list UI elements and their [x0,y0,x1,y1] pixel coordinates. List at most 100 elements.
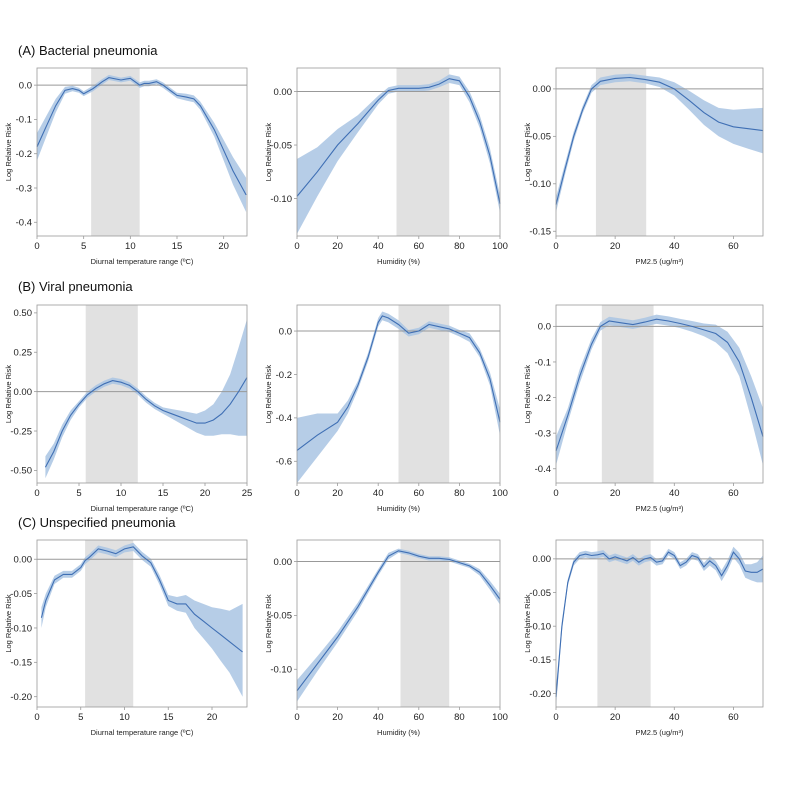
y-tick-label: -0.2 [535,393,551,404]
x-axis-label: Humidity (%) [377,257,420,266]
shaded-region [85,540,134,707]
panels: 0 5 10 15 20 0.0 -0.1 -0.2 -0.3 -0.4 Diurnal tempe… [4,67,764,737]
x-axis-label: Humidity (%) [377,504,420,513]
x-tick-label: 80 [454,241,465,252]
x-tick-label: 20 [610,712,621,723]
y-tick-label: -0.10 [270,194,292,205]
panel-8: 0 20 40 60 80 100 0.00 -0.05 -0.10 Humidity (%) Lo… [264,539,508,737]
y-tick-label: -0.2 [16,149,32,160]
y-tick-label: -0.15 [10,658,32,669]
x-tick-label: 60 [728,241,739,252]
x-axis-label: Diurnal temperature range (ºC) [91,728,194,737]
x-axis-label: PM2.5 (ug/m³) [636,728,684,737]
row-title-a: (A) Bacterial pneumonia [18,43,158,58]
estimate-line [36,77,247,196]
x-tick-label: 15 [158,488,169,499]
x-tick-label: 100 [492,241,508,252]
x-tick-label: 0 [34,712,39,723]
y-tick-label: -0.6 [276,457,292,468]
estimate-line [555,551,764,697]
x-tick-label: 10 [116,488,127,499]
y-axis-label: Log Relative Risk [523,365,532,424]
plot-frame [296,539,501,708]
shaded-region [601,305,654,483]
x-tick-label: 20 [610,241,621,252]
y-tick-label: -0.05 [270,611,292,622]
x-tick-label: 80 [454,488,465,499]
y-tick-label: -0.05 [529,132,551,143]
panel-1: 0 5 10 15 20 0.0 -0.1 -0.2 -0.3 -0.4 Diurnal tempe… [4,67,248,266]
panel-2: 0 20 40 60 80 100 0.00 -0.05 -0.10 Humidity (%) Lo… [264,67,508,266]
plot-frame [36,539,248,708]
y-tick-label: -0.1 [16,115,32,126]
x-tick-label: 40 [669,241,680,252]
y-tick-label: -0.20 [529,689,551,700]
x-tick-label: 0 [553,712,558,723]
panel-3: 0 20 40 60 0.00 -0.05 -0.10 -0.15 PM2.5 (ug/m³) L… [523,67,764,266]
x-tick-label: 0 [294,241,299,252]
estimate-line [40,546,243,653]
x-tick-label: 0 [294,488,299,499]
estimate-line [296,315,501,451]
confidence-band [37,74,247,213]
x-tick-label: 40 [669,488,680,499]
x-tick-label: 60 [728,488,739,499]
panel-5: 0 20 40 60 80 100 0.0 -0.2 -0.4 -0.6 Humidity (%) L… [264,304,508,513]
y-tick-label: 0.0 [279,326,292,337]
shaded-region [595,68,647,236]
shaded-region [91,68,140,236]
x-tick-label: 5 [81,241,86,252]
panel-6: 0 20 40 60 0.0 -0.1 -0.2 -0.3 -0.4 PM2.5 (ug/m³) L… [523,304,764,513]
y-tick-label: 0.50 [14,308,33,319]
confidence-band [297,74,500,234]
y-tick-label: -0.50 [10,466,32,477]
x-tick-label: 0 [553,241,558,252]
shaded-region [85,305,138,483]
x-axis-label: PM2.5 (ug/m³) [636,504,684,513]
estimate-line [555,76,764,205]
x-axis-label: PM2.5 (ug/m³) [636,257,684,266]
x-tick-label: 0 [34,488,39,499]
y-tick-label: -0.4 [276,413,292,424]
x-axis-label: Diurnal temperature range (ºC) [91,504,194,513]
y-tick-label: -0.10 [10,623,32,634]
panel-7: 0 5 10 15 20 0.00 -0.05 -0.10 -0.15 -0.20 Diurnal … [4,539,248,737]
y-tick-label: -0.20 [10,692,32,703]
y-tick-label: 0.00 [14,555,33,566]
x-tick-label: 60 [414,241,425,252]
x-tick-label: 0 [294,712,299,723]
x-tick-label: 20 [610,488,621,499]
x-tick-label: 0 [553,488,558,499]
y-tick-label: 0.00 [274,557,293,568]
y-tick-label: 0.00 [533,554,552,565]
y-axis-label: Log Relative Risk [4,365,13,424]
y-axis-label: Log Relative Risk [264,594,273,653]
y-tick-label: 0.00 [533,84,552,95]
y-tick-label: -0.10 [529,179,551,190]
confidence-band [41,542,243,697]
panel-9: 0 20 40 60 0.00 -0.05 -0.10 -0.15 -0.20 PM2.5 (ug… [523,539,764,737]
plot-frame [36,67,248,237]
x-tick-label: 15 [172,241,183,252]
shaded-region [396,68,450,236]
x-axis-label: Humidity (%) [377,728,420,737]
y-tick-label: 0.25 [14,348,33,359]
y-axis-label: Log Relative Risk [523,123,532,182]
row-title-b: (B) Viral pneumonia [18,279,133,294]
y-axis-label: Log Relative Risk [264,365,273,424]
y-tick-label: 0.0 [538,322,551,333]
y-tick-label: -0.05 [270,140,292,151]
x-tick-label: 20 [218,241,229,252]
y-tick-label: -0.1 [535,357,551,368]
x-tick-label: 60 [414,712,425,723]
x-tick-label: 10 [119,712,130,723]
x-tick-label: 5 [78,712,83,723]
estimate-line [555,318,764,452]
x-axis-label: Diurnal temperature range (ºC) [91,257,194,266]
y-axis-label: Log Relative Risk [523,594,532,653]
x-tick-label: 0 [34,241,39,252]
row-title-c: (C) Unspecified pneumonia [18,515,176,530]
y-tick-label: 0.0 [19,80,32,91]
y-tick-label: -0.10 [529,621,551,632]
